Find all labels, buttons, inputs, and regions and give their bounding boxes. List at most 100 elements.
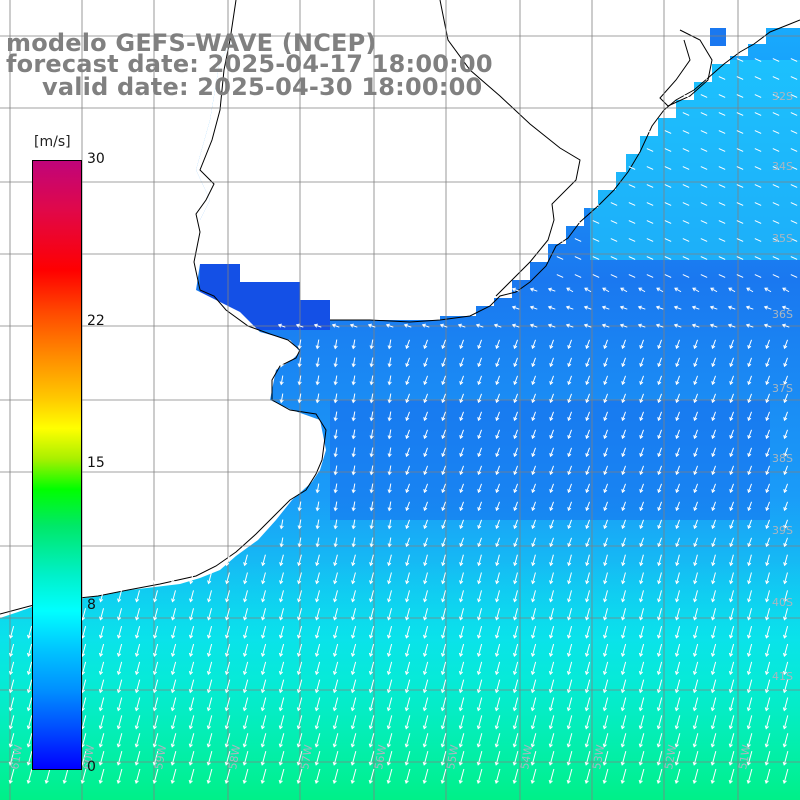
wind-arrow — [638, 287, 646, 293]
wind-arrow — [765, 519, 771, 530]
wind-arrow — [621, 537, 627, 548]
wind-arrow — [693, 339, 699, 350]
wind-arrow — [459, 465, 465, 476]
wind-arrow — [567, 519, 573, 530]
wind-arrow — [459, 608, 465, 621]
wind-arrow — [116, 643, 123, 657]
wind-arrow — [682, 94, 690, 98]
wind-arrow — [764, 768, 771, 784]
wind-arrow — [513, 393, 519, 404]
wind-arrow — [693, 537, 699, 548]
wind-arrow — [566, 679, 573, 694]
wind-arrow — [765, 447, 771, 458]
wind-arrow — [692, 287, 700, 293]
wind-arrow — [441, 375, 447, 386]
wind-arrow — [772, 202, 780, 206]
wind-arrow — [134, 661, 141, 676]
wind-arrow — [574, 202, 582, 206]
wind-arrow — [315, 501, 320, 512]
wind-arrow — [242, 625, 249, 639]
wind-arrow — [764, 661, 771, 676]
wind-arrow — [386, 643, 393, 657]
wind-arrow — [673, 305, 682, 310]
wind-arrow — [477, 483, 483, 494]
wind-arrow — [531, 447, 537, 458]
wind-arrow — [728, 768, 735, 784]
wind-arrow — [512, 715, 519, 730]
wind-arrow — [477, 339, 483, 350]
wind-arrow — [367, 323, 376, 328]
wind-arrow — [296, 679, 303, 694]
wind-arrow — [315, 483, 320, 494]
wind-arrow — [700, 256, 708, 260]
wind-arrow — [656, 768, 663, 784]
wind-arrow — [746, 697, 753, 712]
wind-arrow — [513, 411, 519, 422]
wind-arrow — [368, 768, 375, 784]
wind-arrow — [170, 715, 177, 730]
wind-arrow — [728, 679, 735, 694]
wind-arrow — [206, 768, 213, 784]
wind-arrow — [423, 429, 429, 440]
wind-arrow — [682, 274, 690, 278]
wind-arrow — [692, 643, 699, 657]
wind-arrow — [621, 483, 627, 494]
wind-arrow — [729, 429, 735, 440]
wind-arrow — [772, 130, 780, 134]
wind-arrow — [423, 411, 429, 422]
wind-arrow — [62, 768, 69, 784]
wind-arrow — [566, 750, 573, 766]
wind-arrow — [765, 411, 771, 422]
wind-arrow — [387, 501, 392, 512]
wind-arrow — [727, 323, 736, 328]
wind-arrow — [675, 501, 681, 512]
wind-arrow — [567, 393, 573, 404]
wind-arrow — [422, 679, 429, 694]
wind-arrow — [675, 608, 681, 621]
wind-arrow — [603, 519, 609, 530]
wind-arrow — [592, 274, 600, 278]
wind-arrow — [657, 519, 663, 530]
wind-arrow — [459, 501, 465, 512]
wind-arrow — [639, 590, 644, 603]
wind-arrow — [729, 572, 734, 585]
wind-arrow — [386, 661, 393, 676]
wind-arrow — [333, 572, 338, 585]
wind-arrow — [296, 643, 303, 657]
wind-arrow — [495, 411, 501, 422]
wind-arrow — [772, 238, 780, 242]
wind-arrow — [369, 429, 374, 440]
wind-arrow — [574, 256, 582, 260]
wind-arrow — [682, 166, 690, 170]
wind-arrow — [567, 501, 573, 512]
wind-arrow — [728, 625, 735, 639]
wind-arrow — [512, 625, 519, 639]
wind-arrow — [98, 750, 105, 766]
wind-arrow — [278, 750, 285, 766]
wind-arrow — [664, 202, 672, 206]
wind-arrow — [639, 375, 645, 386]
wind-arrow — [350, 697, 357, 712]
wind-arrow — [674, 287, 682, 293]
wind-arrow — [566, 768, 573, 784]
wind-arrow — [657, 393, 663, 404]
wind-arrow — [584, 625, 591, 639]
wind-arrow — [404, 697, 411, 712]
wind-arrow — [566, 733, 573, 748]
wind-arrow — [566, 715, 573, 730]
wind-arrow — [189, 608, 195, 621]
wind-arrow — [134, 715, 141, 730]
wind-arrow — [674, 750, 681, 766]
wind-arrow — [584, 643, 591, 657]
wind-arrow — [512, 679, 519, 694]
wind-arrow — [639, 608, 645, 621]
wind-arrow — [531, 339, 537, 350]
wind-arrow — [296, 625, 303, 639]
wind-arrow — [351, 572, 356, 585]
wind-arrow — [404, 625, 411, 639]
wind-arrow — [224, 715, 231, 730]
wind-arrow — [765, 483, 771, 494]
wind-arrow — [746, 625, 753, 639]
wind-arrow — [260, 661, 267, 676]
wind-arrow — [790, 112, 798, 116]
